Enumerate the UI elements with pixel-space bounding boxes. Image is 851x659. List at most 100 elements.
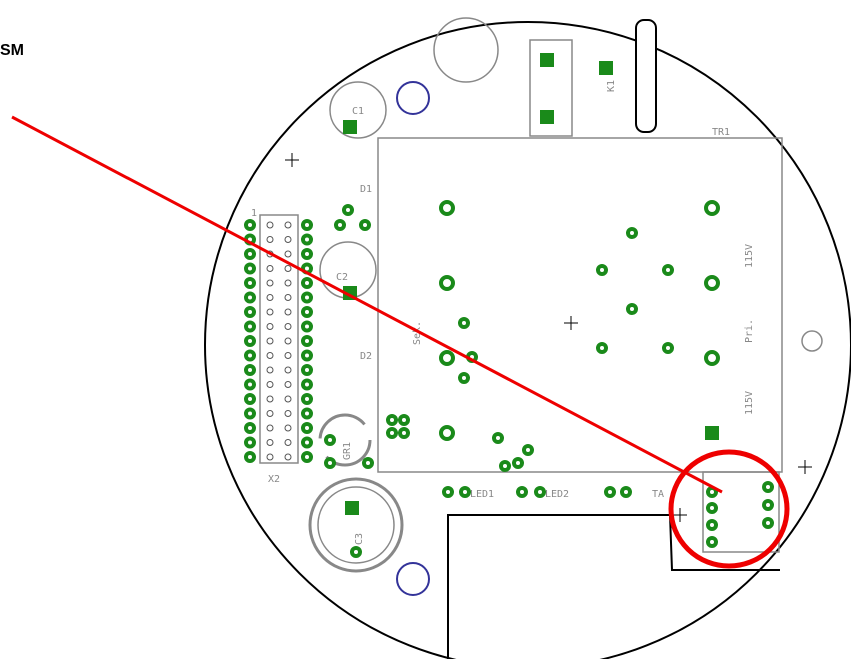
- pin-hole: [285, 251, 291, 257]
- pad: [303, 221, 311, 229]
- pin-hole: [267, 338, 273, 344]
- pad: [706, 202, 718, 214]
- label: X2: [268, 474, 280, 485]
- pin-hole: [267, 454, 273, 460]
- pad: [246, 395, 254, 403]
- square-pad: [599, 61, 613, 75]
- pad: [303, 352, 311, 360]
- square-pad: [343, 120, 357, 134]
- label: D1: [360, 184, 372, 195]
- pad: [622, 488, 630, 496]
- pad: [460, 374, 468, 382]
- corner-label: SM: [0, 42, 24, 59]
- pin-hole: [285, 338, 291, 344]
- pad: [246, 308, 254, 316]
- pin-hole: [267, 324, 273, 330]
- pad: [606, 488, 614, 496]
- square-pad: [705, 426, 719, 440]
- pad: [400, 429, 408, 437]
- pin-hole: [267, 222, 273, 228]
- pad: [628, 229, 636, 237]
- pad: [514, 459, 522, 467]
- pad: [326, 459, 334, 467]
- pad: [536, 488, 544, 496]
- pad: [246, 453, 254, 461]
- pad: [303, 439, 311, 447]
- pad: [246, 410, 254, 418]
- pad: [441, 202, 453, 214]
- pad: [501, 462, 509, 470]
- pad: [336, 221, 344, 229]
- pad: [303, 395, 311, 403]
- pad: [303, 424, 311, 432]
- pad: [628, 305, 636, 313]
- pin-hole: [267, 295, 273, 301]
- pad: [303, 279, 311, 287]
- pin-hole: [267, 425, 273, 431]
- pad: [246, 439, 254, 447]
- label: LED1: [470, 489, 494, 500]
- pin-hole: [285, 440, 291, 446]
- pad: [246, 265, 254, 273]
- label: TR1: [712, 127, 730, 138]
- square-pad: [540, 110, 554, 124]
- pad: [246, 366, 254, 374]
- pin-hole: [285, 222, 291, 228]
- pad: [708, 504, 716, 512]
- pad: [246, 381, 254, 389]
- pad: [706, 277, 718, 289]
- label: Pri.: [744, 319, 755, 343]
- pad: [344, 206, 352, 214]
- pin-hole: [285, 309, 291, 315]
- pad: [303, 453, 311, 461]
- pad: [441, 352, 453, 364]
- pad: [303, 323, 311, 331]
- label: GR1: [342, 442, 353, 460]
- pad: [303, 294, 311, 302]
- pad: [518, 488, 526, 496]
- pin-hole: [285, 237, 291, 243]
- pad: [246, 337, 254, 345]
- pin-hole: [285, 382, 291, 388]
- pin-hole: [267, 309, 273, 315]
- square-pad: [345, 501, 359, 515]
- pin-hole: [285, 367, 291, 373]
- pad: [246, 250, 254, 258]
- pin-hole: [267, 367, 273, 373]
- pin-hole: [285, 396, 291, 402]
- pad: [524, 446, 532, 454]
- pad: [441, 277, 453, 289]
- pin-hole: [285, 353, 291, 359]
- label: D2: [360, 351, 372, 362]
- pad: [388, 416, 396, 424]
- pad: [246, 424, 254, 432]
- pad: [494, 434, 502, 442]
- label: C2: [336, 272, 348, 283]
- label: 115V: [744, 391, 755, 415]
- label: C3: [354, 533, 365, 545]
- label: 115V: [744, 244, 755, 268]
- pad: [706, 352, 718, 364]
- pad: [246, 221, 254, 229]
- pin-hole: [285, 425, 291, 431]
- pad: [303, 236, 311, 244]
- pad: [352, 548, 360, 556]
- label: C1: [352, 106, 364, 117]
- pin-hole: [285, 411, 291, 417]
- pad: [246, 294, 254, 302]
- pad: [460, 319, 468, 327]
- pin-hole: [285, 266, 291, 272]
- pin-hole: [285, 454, 291, 460]
- pin-hole: [267, 237, 273, 243]
- pin-hole: [285, 324, 291, 330]
- pad: [246, 352, 254, 360]
- pad: [598, 344, 606, 352]
- label: TA: [652, 489, 664, 500]
- pcb-view: SM C1 D1 C2 D2 GR1 X2 C3 LED1 LED2 TA TR…: [0, 0, 851, 659]
- pad: [764, 519, 772, 527]
- pad: [303, 337, 311, 345]
- pad: [708, 538, 716, 546]
- pin-hole: [267, 280, 273, 286]
- pad: [441, 427, 453, 439]
- pad: [303, 366, 311, 374]
